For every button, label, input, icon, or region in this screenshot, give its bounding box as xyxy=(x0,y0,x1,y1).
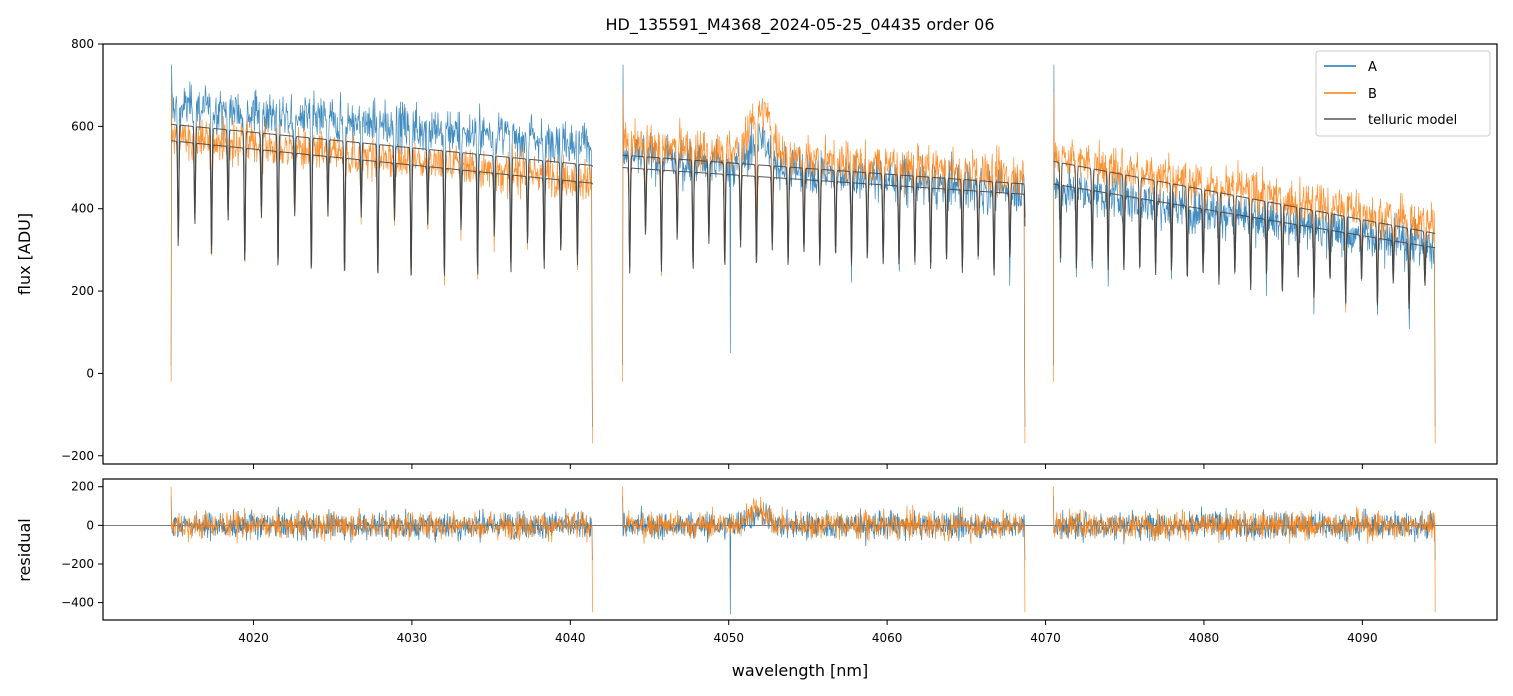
top-y-tick-label: 400 xyxy=(71,202,94,216)
bottom-x-tick-label: 4070 xyxy=(1030,631,1061,645)
bottom-y-tick-label: −400 xyxy=(61,596,94,610)
residual-b-line-seg2 xyxy=(622,486,1026,613)
series-b-line-seg1 xyxy=(170,93,593,444)
telluric-model-b-seg2 xyxy=(622,154,1026,270)
top-y-axis-label: flux [ADU] xyxy=(15,213,34,295)
top-y-tick-label: −200 xyxy=(61,449,94,463)
bottom-panel: −400 −200 0 200 4020 4030 4040 4050 4060 4070 408… xyxy=(15,478,1498,680)
bottom-y-tick-label: −200 xyxy=(61,557,94,571)
series-a-line-seg1 xyxy=(170,64,593,427)
bottom-x-tick-label: 4080 xyxy=(1189,631,1220,645)
top-y-tick-label: 0 xyxy=(86,366,94,380)
legend-label-b: B xyxy=(1368,87,1377,102)
bottom-y-tick-label: 0 xyxy=(86,518,94,532)
x-axis-label: wavelength [nm] xyxy=(732,661,869,680)
bottom-y-axis-label: residual xyxy=(15,518,34,581)
residual-b-line-seg3 xyxy=(1053,486,1436,613)
legend: A B telluric model xyxy=(1315,50,1491,137)
bottom-y-tick-label: 200 xyxy=(71,480,94,494)
bottom-plot-area xyxy=(103,486,1497,615)
top-plot-area xyxy=(170,64,1436,444)
telluric-model-b-seg3 xyxy=(1053,160,1436,302)
bottom-x-tick-label: 4060 xyxy=(872,631,903,645)
residual-b-line-seg1 xyxy=(170,486,593,613)
top-y-tick-label: 600 xyxy=(71,119,94,133)
telluric-model-a-seg1 xyxy=(171,123,593,268)
top-y-tick-label: 200 xyxy=(71,284,94,298)
telluric-model-a-seg2 xyxy=(622,167,1026,276)
bottom-x-tick-label: 4020 xyxy=(238,631,269,645)
bottom-x-tick-label: 4040 xyxy=(555,631,586,645)
top-y-ticks: −200 0 200 400 600 800 xyxy=(61,37,103,463)
chart-title: HD_135591_M4368_2024-05-25_04435 order 0… xyxy=(605,15,994,35)
bottom-axes-frame xyxy=(102,478,1498,621)
series-a-line-seg2 xyxy=(622,64,1026,427)
bottom-x-tick-label: 4090 xyxy=(1347,631,1378,645)
legend-box xyxy=(1315,50,1491,137)
series-b-line-seg2 xyxy=(622,93,1026,444)
top-y-tick-label: 800 xyxy=(71,37,94,51)
top-axes-frame xyxy=(102,43,1498,465)
series-b-line-seg3 xyxy=(1053,93,1436,444)
legend-label-model: telluric model xyxy=(1368,113,1457,128)
telluric-model-b-seg1 xyxy=(171,140,593,276)
bottom-x-ticks: 4020 4030 4040 4050 4060 4070 4080 4090 xyxy=(238,620,1378,645)
bottom-x-tick-label: 4050 xyxy=(713,631,744,645)
bottom-y-ticks: −400 −200 0 200 xyxy=(61,480,103,610)
bottom-x-tick-label: 4030 xyxy=(397,631,428,645)
residual-a-line-seg1 xyxy=(170,496,593,561)
legend-label-a: A xyxy=(1368,60,1377,75)
top-x-ticks xyxy=(252,464,1363,469)
top-panel: −200 0 200 400 600 800 flux [ADU] A B telluri… xyxy=(15,37,1498,469)
telluric-model-a-seg3 xyxy=(1053,183,1436,309)
